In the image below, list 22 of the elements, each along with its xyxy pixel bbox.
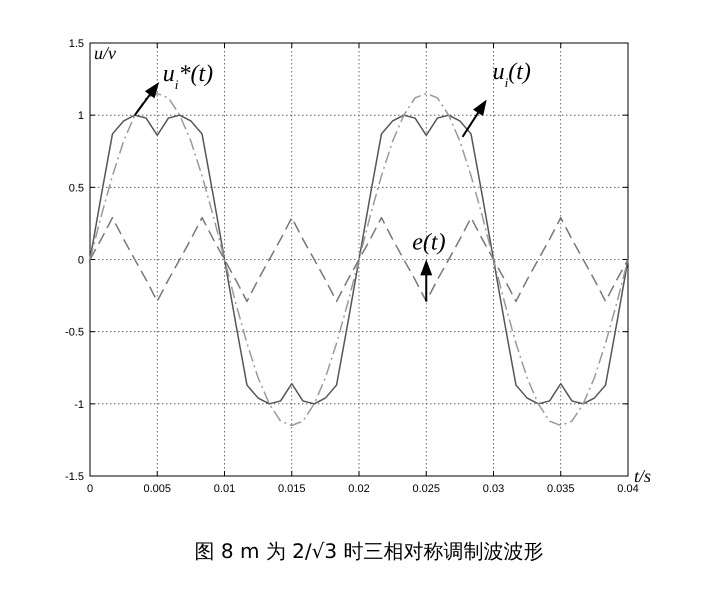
- text: 图 8 m 为 2/√3 时三相对称调制波波形: [194, 539, 544, 563]
- annotation: e(t): [412, 229, 446, 256]
- x-tick-label: 0.01: [214, 483, 236, 495]
- x-tick-label: 0.02: [348, 483, 370, 495]
- x-tick-label: 0.025: [412, 483, 440, 495]
- x-tick-label: 0.04: [617, 483, 639, 495]
- x-tick-label: 0.005: [143, 483, 172, 495]
- x-tick-label: 0.03: [482, 483, 504, 495]
- x-tick-label: 0: [86, 483, 94, 495]
- y-tick-label: 1.5: [68, 38, 84, 50]
- x-tick-label: 0.035: [546, 483, 575, 495]
- y-tick-label: 0.5: [68, 182, 84, 194]
- y-tick-label: 0: [78, 254, 84, 266]
- y-axis-title: u/v: [94, 43, 116, 63]
- annotation: u$_{i}$*(t): [162, 61, 214, 92]
- y-tick-label: -1.5: [65, 471, 84, 483]
- line-series: [89, 216, 629, 302]
- annotation: u$_{i}$(t): [492, 58, 531, 90]
- y-tick-label: 1: [78, 110, 84, 122]
- y-tick-label: -1: [74, 398, 84, 411]
- y-tick-label: -0.5: [65, 326, 84, 339]
- x-tick-label: 0.015: [278, 483, 306, 495]
